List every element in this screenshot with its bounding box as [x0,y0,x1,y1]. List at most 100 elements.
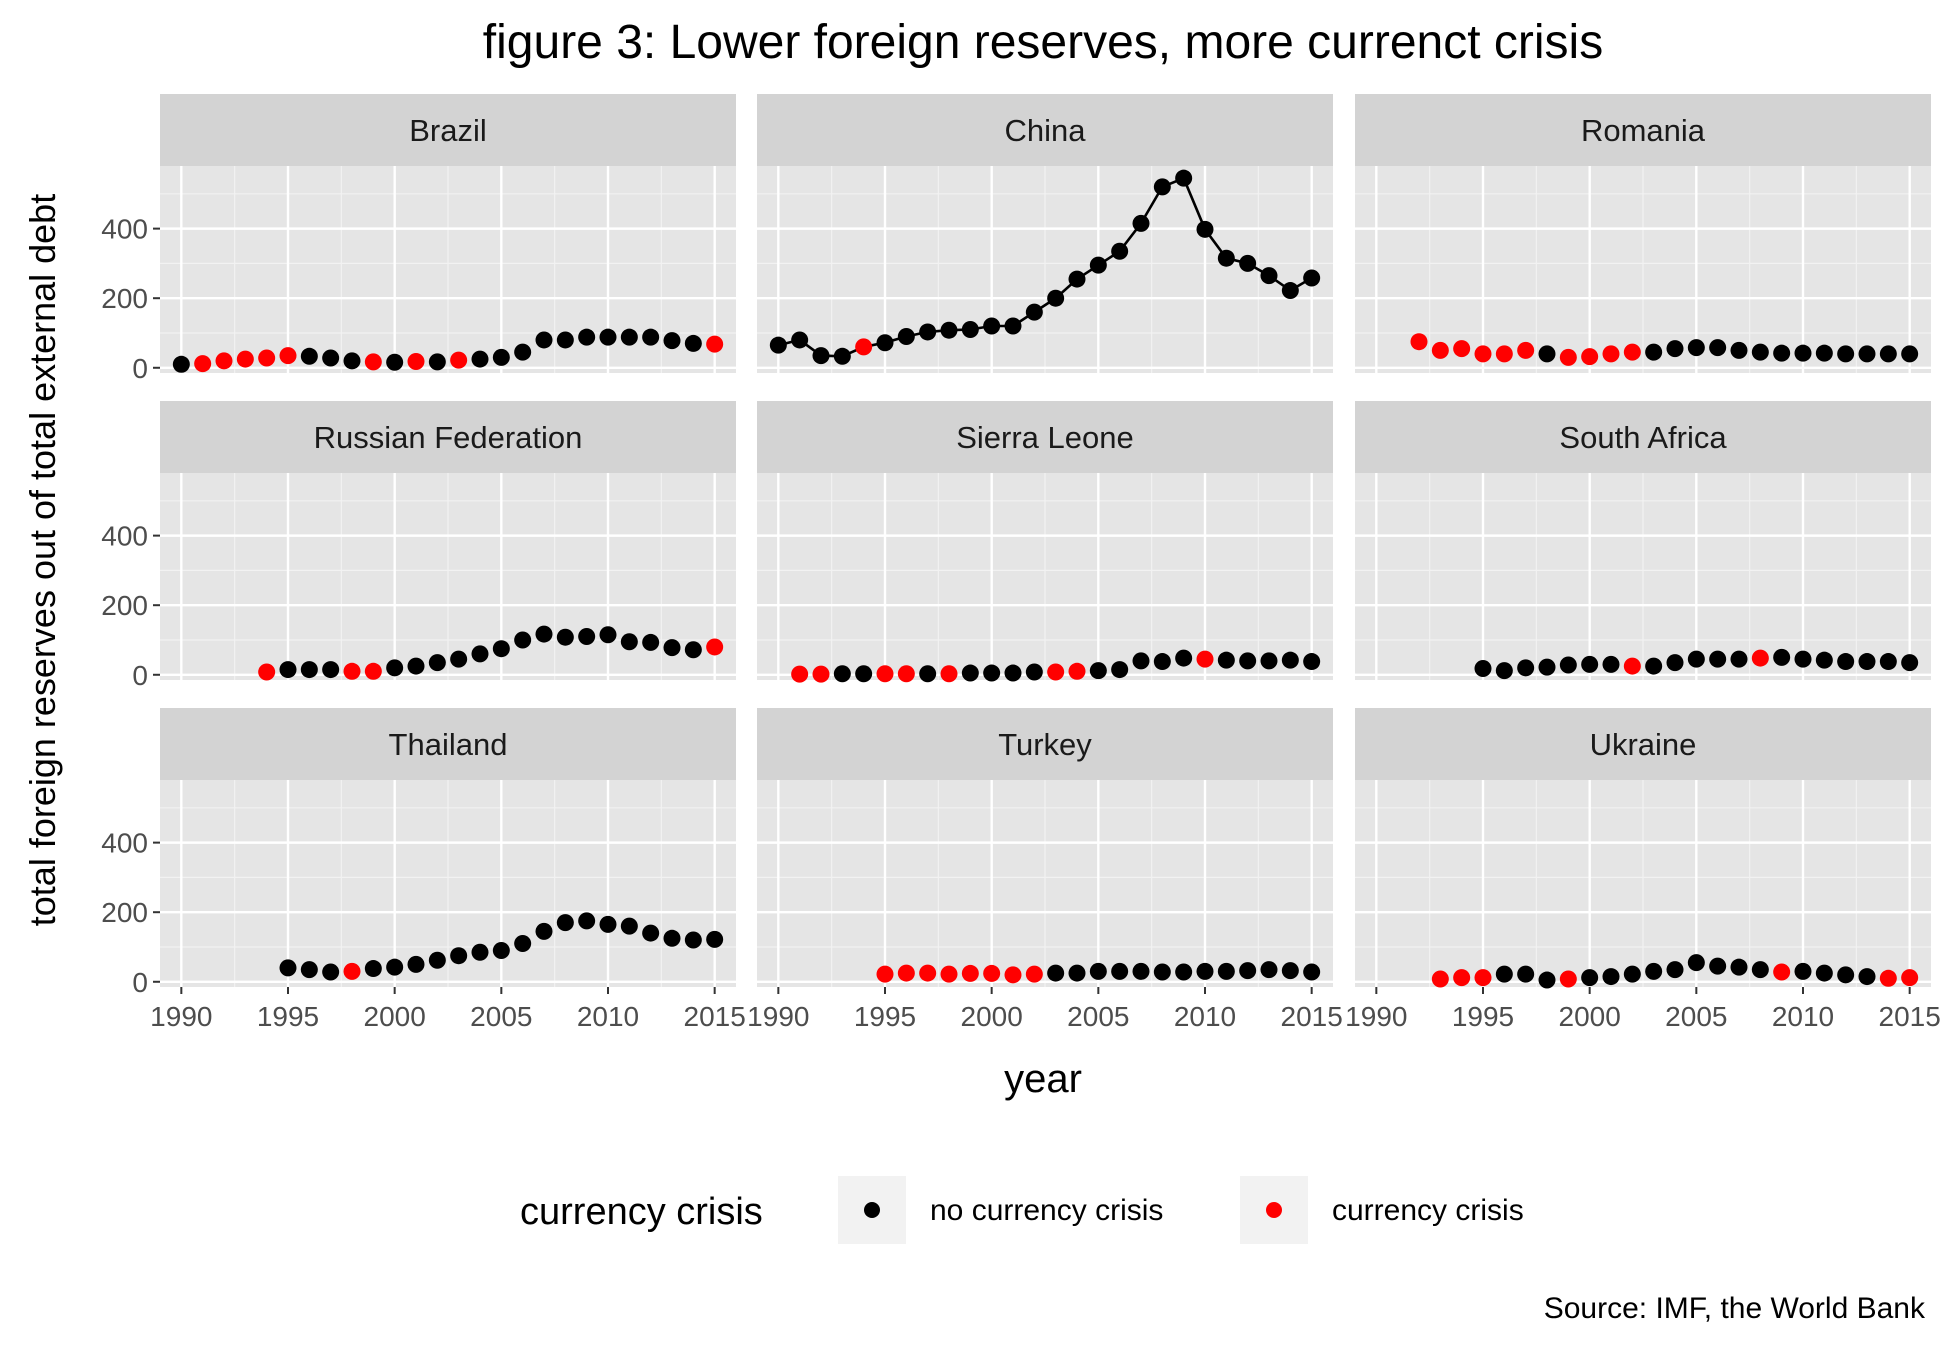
y-axis-label: total foreign reserves out of total exte… [22,194,63,926]
data-point-no-crisis [812,347,830,365]
data-point-crisis [279,347,297,365]
data-point-no-crisis [1260,267,1278,285]
data-point-no-crisis [1153,178,1171,196]
facet-brazil: Brazil 0 200 400 [101,94,736,384]
data-point-no-crisis [428,654,446,672]
data-point-no-crisis [514,343,532,361]
facet-label: Sierra Leone [956,420,1134,455]
data-point-no-crisis [428,951,446,969]
data-point-no-crisis [1901,345,1919,363]
data-point-crisis [1047,663,1065,681]
y-tick-label: 0 [132,660,148,691]
data-point-no-crisis [663,929,681,947]
data-point-no-crisis [386,659,404,677]
x-tick-label: 2000 [961,1001,1023,1032]
data-point-crisis [1474,969,1492,987]
data-point-no-crisis [514,935,532,953]
facet-label: Romania [1581,113,1706,148]
data-point-no-crisis [1730,341,1748,359]
data-point-no-crisis [450,947,468,965]
data-point-no-crisis [642,924,660,942]
data-point-no-crisis [1837,653,1855,671]
x-tick-label: 1990 [1345,1001,1407,1032]
data-point-no-crisis [940,321,958,339]
legend-label-no-crisis: no currency crisis [930,1194,1163,1227]
data-point-no-crisis [1687,954,1705,972]
legend-label-crisis: currency crisis [1332,1194,1524,1227]
data-point-crisis [215,352,233,370]
data-point-no-crisis [1111,242,1129,260]
data-point-no-crisis [1901,654,1919,672]
data-point-no-crisis [450,650,468,668]
facet-south-africa: South Africa [1355,401,1931,680]
data-point-no-crisis [1709,957,1727,975]
data-point-no-crisis [1239,962,1257,980]
data-point-crisis [1453,340,1471,358]
data-point-crisis [876,965,894,983]
data-point-no-crisis [1581,969,1599,987]
data-point-crisis [897,665,915,683]
data-point-no-crisis [492,941,510,959]
data-point-no-crisis [1602,655,1620,673]
data-point-no-crisis [1645,343,1663,361]
data-point-no-crisis [1175,963,1193,981]
data-point-no-crisis [684,334,702,352]
data-point-no-crisis [1666,961,1684,979]
data-point-no-crisis [322,661,340,679]
facet-turkey: Turkey 1990 1995 2000 2005 2010 2015 [747,708,1343,1032]
data-point-no-crisis [642,633,660,651]
data-point-crisis [812,665,830,683]
data-point-no-crisis [1217,249,1235,267]
facet-strip [1355,401,1931,473]
data-point-no-crisis [1687,339,1705,357]
data-point-crisis [364,353,382,371]
data-point-no-crisis [1709,339,1727,357]
data-point-crisis [706,335,724,353]
data-point-crisis [1879,969,1897,987]
legend-title: currency crisis [520,1191,763,1233]
facet-strip [160,708,736,780]
data-point-no-crisis [1239,652,1257,670]
data-point-no-crisis [1709,650,1727,668]
x-tick-label: 2005 [470,1001,532,1032]
data-point-no-crisis [1538,658,1556,676]
data-point-no-crisis [1217,962,1235,980]
data-point-crisis [1751,649,1769,667]
facet-label: Brazil [409,113,487,148]
facet-label: Russian Federation [314,420,583,455]
data-point-no-crisis [514,631,532,649]
data-point-no-crisis [300,347,318,365]
data-point-no-crisis [1623,965,1641,983]
data-point-no-crisis [343,352,361,370]
y-tick-label: 400 [101,214,148,245]
data-point-crisis [1602,345,1620,363]
data-point-no-crisis [919,665,937,683]
data-point-no-crisis [663,639,681,657]
data-point-no-crisis [1687,650,1705,668]
data-point-no-crisis [961,664,979,682]
legend: currency crisis no currency crisis curre… [520,1176,1524,1244]
data-point-crisis [1068,662,1086,680]
data-point-no-crisis [1538,345,1556,363]
data-point-no-crisis [471,350,489,368]
data-point-crisis [364,662,382,680]
data-point-no-crisis [1730,650,1748,668]
data-point-no-crisis [1047,964,1065,982]
data-point-crisis [1581,348,1599,366]
data-point-no-crisis [1068,270,1086,288]
data-point-no-crisis [1858,345,1876,363]
facet-strip [1355,94,1931,166]
data-point-no-crisis [1666,340,1684,358]
data-point-no-crisis [407,657,425,675]
x-tick-label: 1995 [854,1001,916,1032]
data-point-no-crisis [1281,962,1299,980]
data-point-no-crisis [1581,655,1599,673]
data-point-no-crisis [1260,961,1278,979]
data-point-no-crisis [1068,964,1086,982]
data-point-crisis [706,638,724,656]
data-point-no-crisis [1858,653,1876,671]
data-point-crisis [876,665,894,683]
data-point-no-crisis [172,355,190,373]
data-point-no-crisis [1089,662,1107,680]
source-caption: Source: IMF, the World Bank [1544,1292,1926,1325]
